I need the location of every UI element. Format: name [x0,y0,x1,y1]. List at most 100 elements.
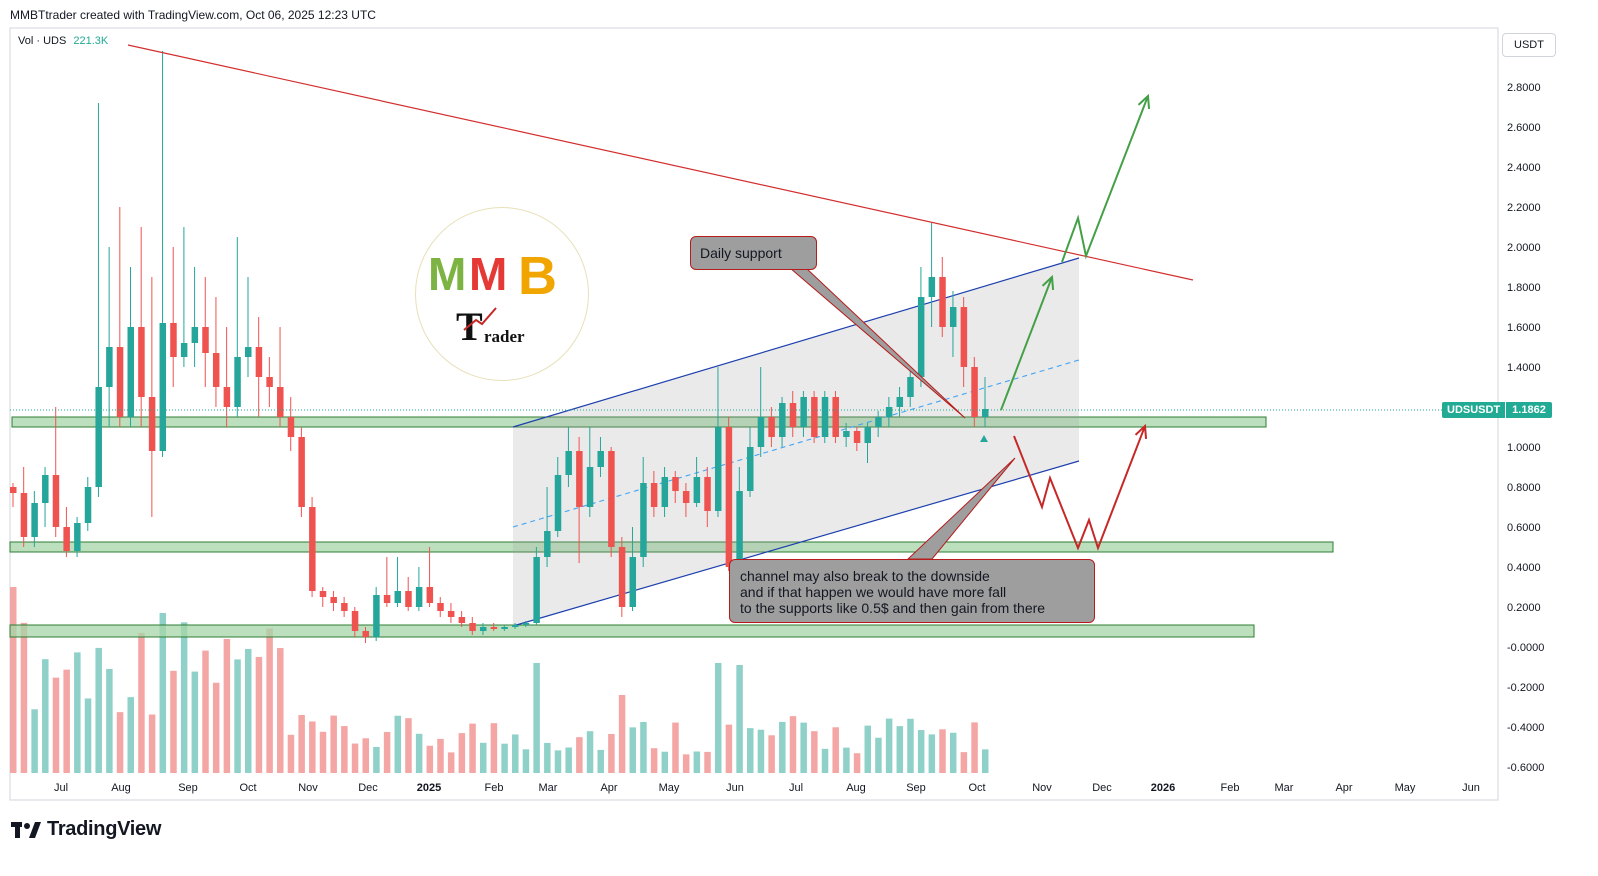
volume-bar [116,712,124,773]
descending-trendline [127,44,1194,281]
volume-bar [896,726,904,773]
volume-bar [512,734,519,773]
candle-body [800,397,807,427]
candle-body [843,431,850,437]
x-tick-label: Sep [906,782,926,794]
x-tick-label: May [659,782,680,794]
volume-bar [661,751,669,773]
candle-body [672,477,679,491]
candle-body [832,397,839,437]
volume-bar [138,632,145,773]
support-zone [11,416,1267,428]
candle-body [63,527,70,551]
logo-trader-word: rader [484,327,525,346]
volume-bar [821,748,829,773]
volume-legend-value: 221.3K [73,35,109,47]
volume-bar [373,746,380,773]
y-tick-label: 0.4000 [1507,562,1541,574]
candle-body [811,397,818,437]
x-tick-label: Apr [600,782,617,794]
candle-body [682,491,690,503]
volume-bar [191,671,199,773]
volume-bar [330,715,337,773]
candle-body [640,483,647,557]
logo-letter-m2: M [469,248,507,300]
candle-body [725,427,733,567]
candle-body [917,297,925,377]
candle-body [949,307,957,327]
candle-body [501,627,508,629]
x-tick-label: Feb [485,782,504,794]
volume-bar [405,718,412,773]
volume-bar [447,752,455,773]
y-tick-label: 1.8000 [1507,282,1541,294]
volume-bars [10,587,989,773]
candle-body [74,523,81,551]
y-tick-label: 1.4000 [1507,362,1541,374]
x-tick-label: Oct [239,782,256,794]
volume-bar [277,648,284,773]
candle-body [458,617,466,623]
x-tick-label: Mar [539,782,558,794]
volume-bar [650,748,658,773]
volume-bar [608,733,615,773]
y-tick-label: 1.0000 [1507,442,1541,454]
candle-body [330,597,337,603]
candle-body [287,417,295,437]
currency-selector[interactable]: USDT [1502,33,1556,57]
candle-body [234,357,241,407]
signal-marker [980,435,988,442]
candle-body [565,451,572,475]
projection-arrows [1000,93,1151,552]
time-axis[interactable]: Jul Aug Sep Oct Nov Dec 2025 Feb Mar Apr May Jun Jul… [54,782,1480,794]
candle-body [223,387,231,407]
candle-body [437,603,444,611]
volume-bar [949,732,957,773]
volume-bar [522,749,530,773]
volume-legend-name: Vol · UDS [18,35,67,47]
candle-body [394,591,402,603]
candle-body [42,475,49,503]
volume-bar [939,729,946,773]
volume-bar [757,729,765,773]
volume-bar [843,747,850,773]
x-tick-label: Mar [1275,782,1294,794]
volume-bar [971,722,978,773]
x-tick-label: 2025 [417,782,441,794]
y-tick-label: 0.2000 [1507,602,1541,614]
candle-body [138,327,145,397]
candle-body [10,487,17,493]
volume-bar [640,721,647,773]
candle-body [853,431,861,443]
candle-body [747,447,754,491]
y-tick-label: -0.2000 [1507,682,1544,694]
candle-body [383,595,391,603]
volume-bar [309,721,316,773]
candle-body [821,397,829,437]
volume-bar [255,656,263,773]
candle-body [736,491,743,567]
x-tick-label: Aug [111,782,131,794]
volume-bar [458,733,466,773]
price-axis[interactable]: 2.8000 2.6000 2.4000 2.2000 2.0000 1.8000 1.60… [1507,82,1544,774]
candle-body [116,347,124,417]
volume-bar [148,714,156,773]
chart-header-credit: MMBTtrader created with TradingView.com,… [10,8,376,22]
candle-body [469,623,476,631]
candle-body [586,467,594,507]
candle-body [597,451,604,467]
volume-bar [341,726,348,773]
candle-body [885,407,893,417]
red-projection-arrow [1013,425,1146,552]
volume-bar [20,622,28,773]
candle-body [341,603,348,611]
tradingview-logo[interactable]: TradingView [11,818,161,841]
candle-body [533,557,540,623]
candle-body [31,503,38,537]
volume-bar [244,648,252,773]
volume-bar [982,749,989,773]
volume-bar [789,716,797,773]
volume-bar [747,728,754,773]
candle-body [373,595,380,637]
